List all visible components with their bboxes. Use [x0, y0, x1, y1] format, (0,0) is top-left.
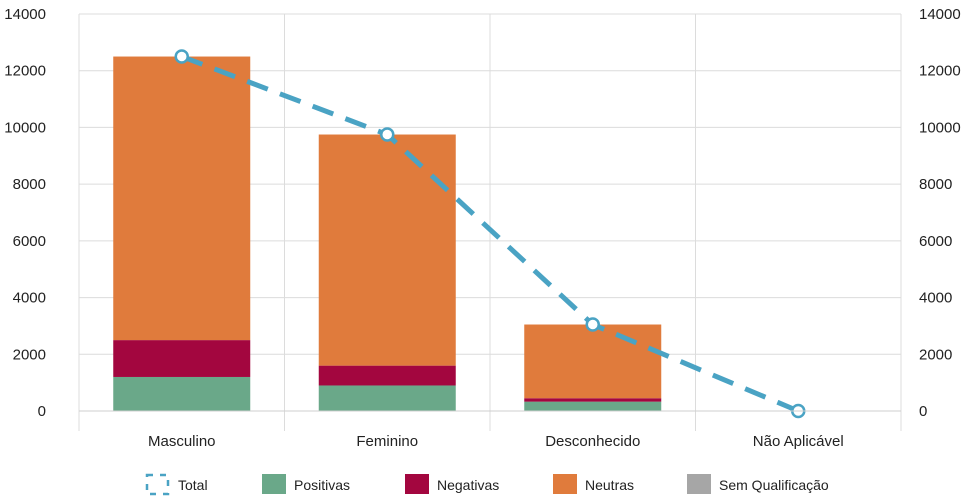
- bar-segment-positivas: [524, 401, 662, 411]
- y-tick-label-right: 10000: [919, 119, 961, 136]
- y-tick-label-right: 8000: [919, 176, 952, 193]
- total-line-point: [585, 317, 600, 332]
- total-line-path: [180, 54, 800, 414]
- bar-segment-positivas: [113, 376, 251, 411]
- y-tick-label-right: 4000: [919, 290, 952, 307]
- legend-label: Sem Qualificação: [719, 477, 829, 493]
- bar-segment-neutras: [318, 134, 456, 366]
- legend-label: Negativas: [437, 477, 499, 493]
- legend-swatch: [405, 474, 429, 494]
- x-category-label: Feminino: [356, 433, 418, 450]
- legend: Total Positivas Negativas Neutras Sem Qualif…: [145, 473, 829, 496]
- y-tick-label-right: 6000: [919, 233, 952, 250]
- y-tick-label-left: 12000: [4, 63, 46, 80]
- bar-segment-neutras: [113, 56, 251, 341]
- legend-item: Negativas: [405, 474, 499, 494]
- x-category-label: Desconhecido: [545, 433, 640, 450]
- y-tick-label-right: 12000: [919, 63, 961, 80]
- y-tick-label-left: 10000: [4, 119, 46, 136]
- legend-item: Sem Qualificação: [687, 474, 829, 494]
- y-tick-label-right: 2000: [919, 346, 952, 363]
- legend-item: Neutras: [553, 474, 634, 494]
- y-tick-label-right: 0: [919, 403, 927, 420]
- y-tick-label-right: 14000: [919, 6, 961, 23]
- x-category-label: Masculino: [148, 433, 216, 450]
- bar-segment-negativas: [318, 365, 456, 386]
- legend-item: Positivas: [262, 474, 350, 494]
- legend-swatch: [145, 473, 170, 496]
- y-tick-label-left: 14000: [4, 6, 46, 23]
- legend-label: Total: [178, 477, 208, 493]
- legend-label: Positivas: [294, 477, 350, 493]
- legend-item: Total: [145, 473, 208, 496]
- total-line: [174, 49, 806, 419]
- total-line-point: [380, 127, 395, 142]
- x-category-label: Não Aplicável: [753, 433, 844, 450]
- bar-segment-positivas: [318, 385, 456, 411]
- bar-segment-negativas: [113, 340, 251, 377]
- y-tick-label-left: 8000: [13, 176, 46, 193]
- bar-segment-negativas: [524, 398, 662, 402]
- axes: 0 0 2000 2000 4000 4000 6000 6000 8000 8000 10000 1…: [4, 6, 960, 450]
- y-tick-label-left: 0: [38, 403, 46, 420]
- legend-swatch: [687, 474, 711, 494]
- y-tick-label-left: 4000: [13, 290, 46, 307]
- legend-label: Neutras: [585, 477, 634, 493]
- legend-swatch: [262, 474, 286, 494]
- y-tick-label-left: 6000: [13, 233, 46, 250]
- bars: [113, 56, 662, 411]
- bar-segment-neutras: [524, 324, 662, 399]
- y-tick-label-left: 2000: [13, 346, 46, 363]
- total-line-point: [174, 49, 189, 64]
- legend-swatch: [553, 474, 577, 494]
